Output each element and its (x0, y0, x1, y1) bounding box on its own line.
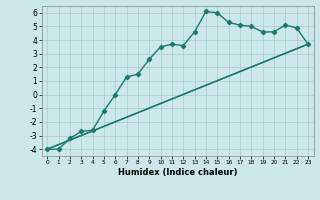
X-axis label: Humidex (Indice chaleur): Humidex (Indice chaleur) (118, 168, 237, 177)
